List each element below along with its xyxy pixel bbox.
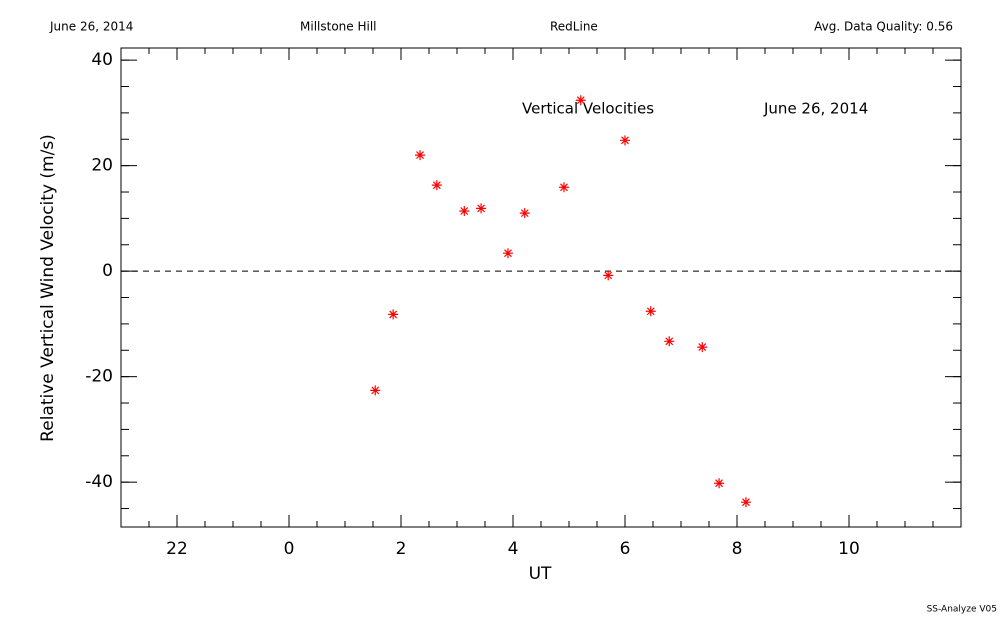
data-point: [370, 385, 381, 396]
x-tick-label: 0: [284, 539, 295, 559]
annotation: Vertical Velocities: [522, 100, 654, 118]
x-tick-label: 8: [732, 539, 743, 559]
data-point: [388, 309, 399, 320]
y-tick-label: 20: [91, 156, 113, 176]
data-point: [415, 150, 426, 161]
data-point: [620, 135, 630, 146]
data-point: [459, 206, 470, 217]
x-tick-label: 6: [620, 539, 631, 559]
data-point: [476, 203, 487, 214]
x-tick-label: 22: [166, 539, 188, 559]
x-tick-label: 2: [396, 539, 407, 559]
header-quality: Avg. Data Quality: 0.56: [814, 20, 953, 34]
header-site: Millstone Hill: [300, 20, 376, 34]
data-point: [519, 208, 530, 219]
data-point: [558, 182, 569, 193]
data-point: [697, 342, 708, 353]
header-line: RedLine: [550, 20, 598, 34]
plot-frame: [120, 47, 962, 528]
y-axis-label: Relative Vertical Wind Velocity (m/s): [38, 134, 58, 442]
footer: SS-Analyze V05: [927, 605, 997, 615]
data-point: [645, 306, 656, 317]
data-point: [603, 270, 614, 281]
data-point: [714, 478, 725, 489]
x-tick-label: 4: [508, 539, 519, 559]
data-point: [575, 95, 586, 106]
data-point: [740, 497, 751, 508]
y-tick-label: 40: [91, 50, 113, 70]
header-date: June 26, 2014: [49, 20, 133, 34]
data-point: [431, 180, 442, 191]
y-tick-label: -20: [85, 367, 113, 387]
annotation: June 26, 2014: [763, 100, 868, 118]
x-axis-label: UT: [529, 564, 552, 584]
y-tick-label: -40: [85, 472, 113, 492]
data-point: [664, 336, 675, 347]
y-tick-label: 0: [102, 261, 113, 281]
data-point: [502, 248, 513, 259]
x-tick-label: 10: [838, 539, 860, 559]
